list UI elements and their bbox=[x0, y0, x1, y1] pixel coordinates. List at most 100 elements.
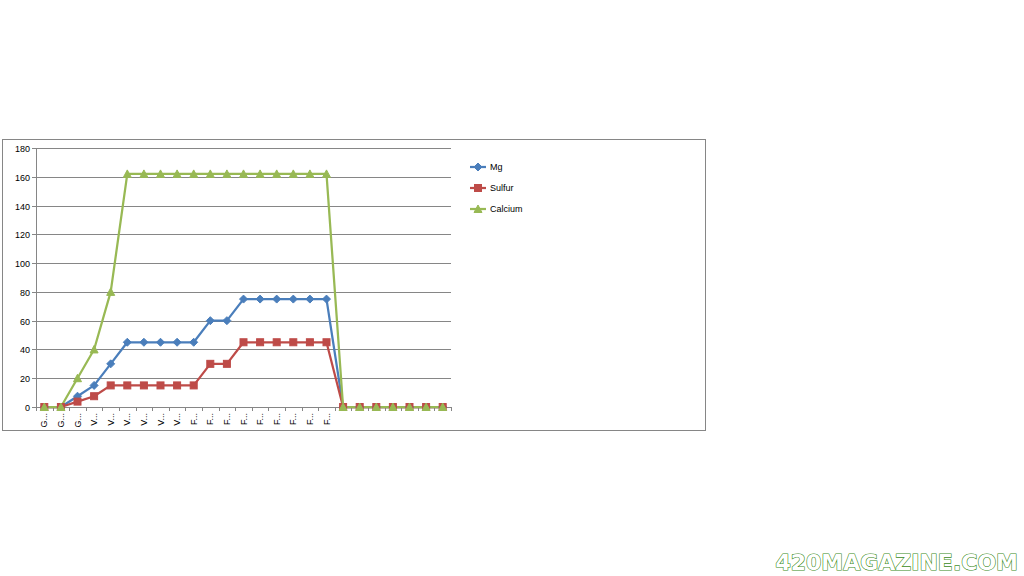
x-tick-label: F... bbox=[189, 413, 199, 425]
marker bbox=[273, 295, 281, 303]
marker bbox=[190, 382, 197, 389]
marker bbox=[140, 170, 148, 178]
x-tick bbox=[285, 407, 286, 411]
y-tick-label: 40 bbox=[20, 345, 30, 355]
chart: 020406080100120140160180G...G...G...V...… bbox=[0, 0, 1024, 576]
x-tick-label: G... bbox=[56, 413, 66, 428]
marker bbox=[91, 393, 98, 400]
grid-line bbox=[36, 148, 451, 149]
marker bbox=[40, 403, 48, 411]
grid-line bbox=[36, 321, 451, 322]
marker bbox=[306, 295, 314, 303]
marker bbox=[289, 170, 297, 178]
x-tick bbox=[235, 407, 236, 411]
y-tick bbox=[32, 349, 36, 350]
marker bbox=[439, 403, 447, 411]
marker bbox=[223, 170, 231, 178]
marker bbox=[240, 170, 248, 178]
y-tick-label: 20 bbox=[20, 374, 30, 384]
x-tick bbox=[202, 407, 203, 411]
x-tick bbox=[451, 407, 452, 411]
x-tick bbox=[219, 407, 220, 411]
marker bbox=[389, 403, 397, 411]
marker bbox=[40, 403, 48, 411]
marker bbox=[372, 403, 380, 411]
marker bbox=[389, 403, 397, 411]
grid-line bbox=[36, 263, 451, 264]
chart-frame bbox=[3, 140, 706, 431]
y-tick bbox=[32, 292, 36, 293]
grid-line bbox=[36, 349, 451, 350]
marker bbox=[422, 403, 430, 411]
marker bbox=[57, 404, 64, 411]
marker bbox=[339, 403, 347, 411]
y-tick-label: 120 bbox=[15, 230, 30, 240]
marker bbox=[124, 382, 131, 389]
marker bbox=[423, 404, 430, 411]
marker bbox=[474, 163, 482, 171]
y-tick-label: 60 bbox=[20, 317, 30, 327]
x-tick-label: G... bbox=[73, 413, 83, 428]
marker bbox=[157, 338, 165, 346]
x-tick bbox=[119, 407, 120, 411]
marker bbox=[474, 205, 482, 213]
watermark: 420MAGAZINE.COM bbox=[775, 550, 1018, 575]
x-tick-label: V... bbox=[139, 413, 149, 426]
marker bbox=[223, 317, 231, 325]
marker bbox=[290, 339, 297, 346]
marker bbox=[340, 404, 347, 411]
marker bbox=[439, 404, 446, 411]
marker bbox=[123, 170, 131, 178]
marker bbox=[90, 381, 98, 389]
x-tick-label: V... bbox=[172, 413, 182, 426]
marker bbox=[356, 403, 364, 411]
marker bbox=[57, 403, 65, 411]
y-axis bbox=[36, 148, 37, 407]
marker bbox=[206, 317, 214, 325]
grid-line bbox=[36, 292, 451, 293]
x-tick bbox=[268, 407, 269, 411]
marker bbox=[389, 404, 396, 411]
marker bbox=[372, 403, 380, 411]
legend-label: Sulfur bbox=[490, 183, 514, 193]
marker bbox=[323, 295, 331, 303]
series-line bbox=[44, 174, 442, 407]
marker bbox=[107, 360, 115, 368]
marker bbox=[339, 403, 347, 411]
x-tick-label: F... bbox=[288, 413, 298, 425]
marker bbox=[90, 345, 98, 353]
marker bbox=[190, 170, 198, 178]
marker bbox=[240, 339, 247, 346]
x-tick-label: G... bbox=[39, 413, 49, 428]
y-tick bbox=[32, 321, 36, 322]
x-tick bbox=[69, 407, 70, 411]
x-tick bbox=[136, 407, 137, 411]
marker bbox=[206, 170, 214, 178]
marker bbox=[123, 338, 131, 346]
marker bbox=[323, 339, 330, 346]
marker bbox=[406, 403, 414, 411]
series-line bbox=[44, 342, 442, 407]
x-tick-label: V... bbox=[122, 413, 132, 426]
legend-label: Mg bbox=[490, 162, 503, 172]
x-tick-label: F... bbox=[272, 413, 282, 425]
x-tick bbox=[335, 407, 336, 411]
x-tick bbox=[185, 407, 186, 411]
marker bbox=[240, 295, 248, 303]
marker bbox=[107, 288, 115, 296]
marker bbox=[356, 403, 364, 411]
marker bbox=[323, 170, 331, 178]
y-tick bbox=[32, 378, 36, 379]
marker bbox=[439, 403, 447, 411]
y-tick bbox=[32, 206, 36, 207]
marker bbox=[173, 170, 181, 178]
marker bbox=[140, 338, 148, 346]
marker bbox=[475, 185, 482, 192]
y-tick-label: 80 bbox=[20, 288, 30, 298]
marker bbox=[41, 404, 48, 411]
marker bbox=[223, 360, 230, 367]
marker bbox=[373, 404, 380, 411]
marker bbox=[190, 338, 198, 346]
y-tick bbox=[32, 177, 36, 178]
marker bbox=[257, 339, 264, 346]
